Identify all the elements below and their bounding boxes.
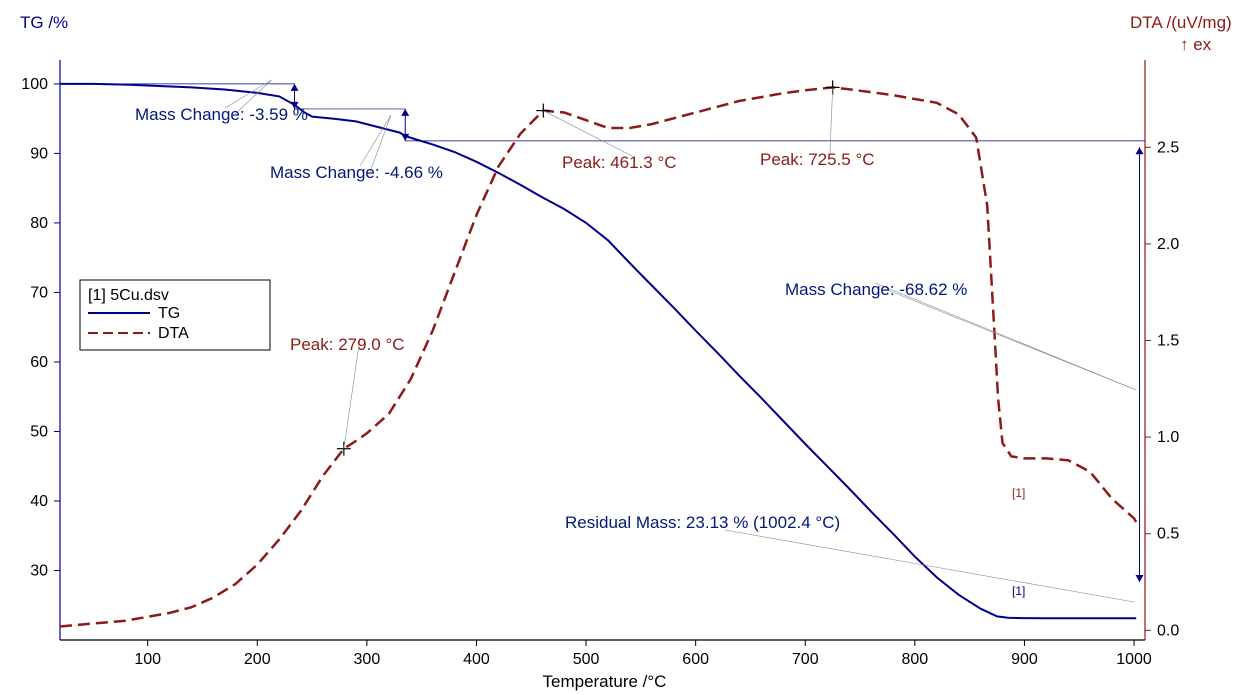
mass-change-annotation: Mass Change: -4.66 %: [270, 163, 443, 182]
mass-change-annotation: Mass Change: -68.62 %: [785, 280, 967, 299]
leader-line: [885, 289, 1136, 390]
tg-dta-chart: TG /% DTA /(uV/mg) ↑ ex Temperature /°C 100 2…: [0, 0, 1240, 695]
arrowhead-icon: [1136, 575, 1144, 582]
arrowhead-icon: [291, 84, 299, 91]
x-tick-label: 200: [244, 651, 271, 668]
x-tick-label: 600: [682, 651, 709, 668]
yl-tick-label: 30: [30, 562, 48, 579]
residual-mass-annotation: Residual Mass: 23.13 % (1002.4 °C): [565, 513, 840, 532]
y-left-axis-label: TG /%: [20, 13, 68, 32]
x-tick-label: 100: [134, 651, 161, 668]
yl-tick-label: 40: [30, 493, 48, 510]
arrowhead-icon: [1136, 147, 1144, 154]
peak-annotation: Peak: 461.3 °C: [562, 153, 677, 172]
x-tick-label: 700: [792, 651, 819, 668]
x-axis-label: Temperature /°C: [543, 672, 667, 691]
legend-item-label: TG: [158, 305, 180, 322]
yl-tick-label: 60: [30, 354, 48, 371]
leader-line: [344, 338, 360, 449]
x-tick-label: 800: [901, 651, 928, 668]
yl-tick-label: 50: [30, 423, 48, 440]
x-tick-label: 900: [1011, 651, 1038, 668]
x-tick-label: 300: [354, 651, 381, 668]
peak-annotation: Peak: 725.5 °C: [760, 150, 875, 169]
mass-change-annotation: Mass Change: -3.59 %: [135, 105, 308, 124]
yr-tick-label: 1.5: [1157, 333, 1179, 350]
leader-line: [725, 530, 1134, 602]
yr-tick-label: 0.0: [1157, 622, 1179, 639]
yr-tick-label: 0.5: [1157, 526, 1179, 543]
x-tick-label: 500: [573, 651, 600, 668]
x-tick-label: 1000: [1116, 651, 1152, 668]
yr-tick-label: 2.5: [1157, 139, 1179, 156]
x-tick-label: 400: [463, 651, 490, 668]
peak-annotation: Peak: 279.0 °C: [290, 335, 405, 354]
legend-title: [1] 5Cu.dsv: [88, 287, 169, 304]
series-id-label: [1]: [1012, 584, 1025, 598]
yl-tick-label: 70: [30, 284, 48, 301]
yr-tick-label: 1.0: [1157, 429, 1179, 446]
y-right-axis-label: DTA /(uV/mg): [1130, 13, 1232, 32]
yl-tick-label: 90: [30, 145, 48, 162]
chart-svg: TG /% DTA /(uV/mg) ↑ ex Temperature /°C 100 2…: [0, 0, 1240, 695]
leader-line: [543, 111, 632, 156]
yl-tick-label: 80: [30, 215, 48, 232]
legend-item-label: DTA: [158, 325, 189, 342]
yr-tick-label: 2.0: [1157, 236, 1179, 253]
leader-line: [830, 87, 833, 153]
arrowhead-icon: [401, 109, 409, 116]
series-id-label: [1]: [1012, 486, 1025, 500]
y-right-axis-sublabel: ↑ ex: [1180, 35, 1212, 54]
yl-tick-label: 100: [21, 76, 48, 93]
